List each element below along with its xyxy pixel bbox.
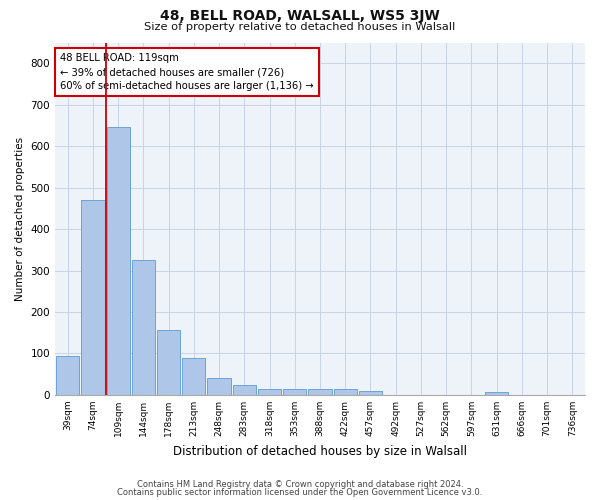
Bar xyxy=(233,386,256,395)
Bar xyxy=(359,391,382,395)
Text: 48 BELL ROAD: 119sqm
← 39% of detached houses are smaller (726)
60% of semi-deta: 48 BELL ROAD: 119sqm ← 39% of detached h… xyxy=(61,53,314,91)
Bar xyxy=(283,388,307,395)
Bar xyxy=(485,392,508,395)
Text: Size of property relative to detached houses in Walsall: Size of property relative to detached ho… xyxy=(145,22,455,32)
Bar xyxy=(182,358,205,395)
Bar xyxy=(107,128,130,395)
Text: Contains HM Land Registry data © Crown copyright and database right 2024.: Contains HM Land Registry data © Crown c… xyxy=(137,480,463,489)
X-axis label: Distribution of detached houses by size in Walsall: Distribution of detached houses by size … xyxy=(173,444,467,458)
Y-axis label: Number of detached properties: Number of detached properties xyxy=(15,136,25,301)
Bar xyxy=(258,388,281,395)
Bar xyxy=(308,389,332,395)
Text: Contains public sector information licensed under the Open Government Licence v3: Contains public sector information licen… xyxy=(118,488,482,497)
Text: 48, BELL ROAD, WALSALL, WS5 3JW: 48, BELL ROAD, WALSALL, WS5 3JW xyxy=(160,9,440,23)
Bar xyxy=(208,378,230,395)
Bar xyxy=(334,389,357,395)
Bar xyxy=(56,356,79,395)
Bar xyxy=(81,200,104,395)
Bar xyxy=(157,330,180,395)
Bar xyxy=(132,260,155,395)
